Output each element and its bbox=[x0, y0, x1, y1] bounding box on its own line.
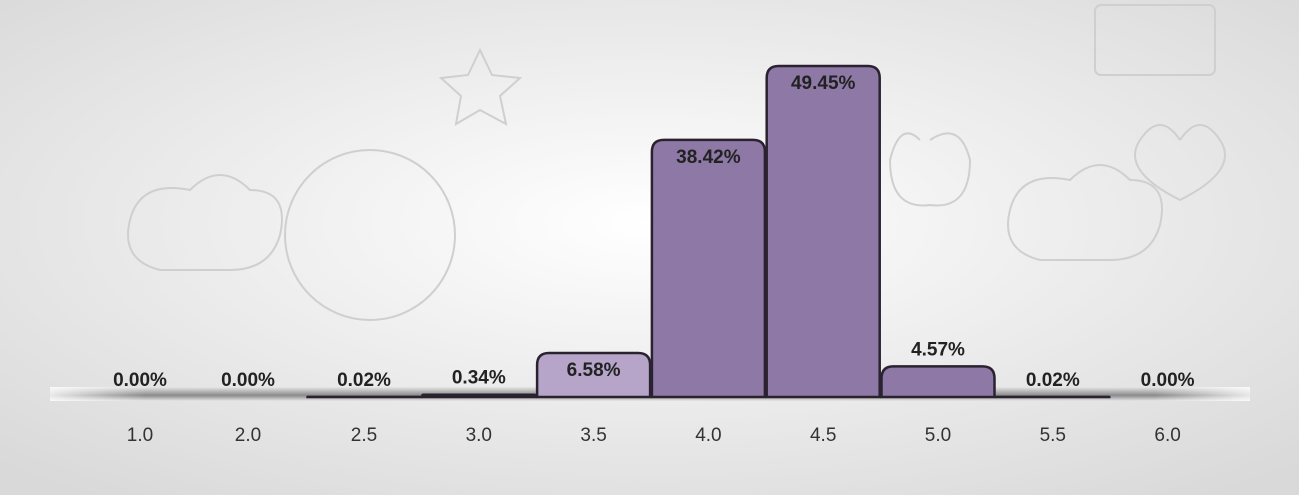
value-label: 49.45% bbox=[791, 73, 856, 94]
bar bbox=[880, 365, 996, 399]
category-label: 2.0 bbox=[235, 425, 261, 446]
category-label: 6.0 bbox=[1154, 425, 1180, 446]
category-label: 1.0 bbox=[127, 425, 153, 446]
value-label: 0.34% bbox=[452, 368, 506, 389]
bar bbox=[765, 64, 881, 399]
bar bbox=[535, 351, 652, 399]
category-label: 2.5 bbox=[351, 425, 377, 446]
category-label: 5.5 bbox=[1040, 425, 1066, 446]
bar bbox=[421, 393, 537, 399]
value-label: 38.42% bbox=[676, 147, 741, 168]
category-label: 3.0 bbox=[466, 425, 492, 446]
category-label: 5.0 bbox=[925, 425, 951, 446]
doodles bbox=[127, 4, 1226, 321]
value-label: 0.00% bbox=[221, 370, 275, 391]
value-label: 0.02% bbox=[337, 370, 391, 391]
bar bbox=[650, 138, 767, 399]
value-label: 0.02% bbox=[1026, 370, 1080, 391]
value-label: 0.00% bbox=[113, 370, 167, 391]
value-label: 6.58% bbox=[567, 360, 621, 381]
value-label: 4.57% bbox=[911, 339, 965, 360]
category-label: 4.0 bbox=[695, 425, 721, 446]
category-label: 4.5 bbox=[810, 425, 836, 446]
value-label: 0.00% bbox=[1141, 370, 1195, 391]
category-label: 3.5 bbox=[580, 425, 606, 446]
